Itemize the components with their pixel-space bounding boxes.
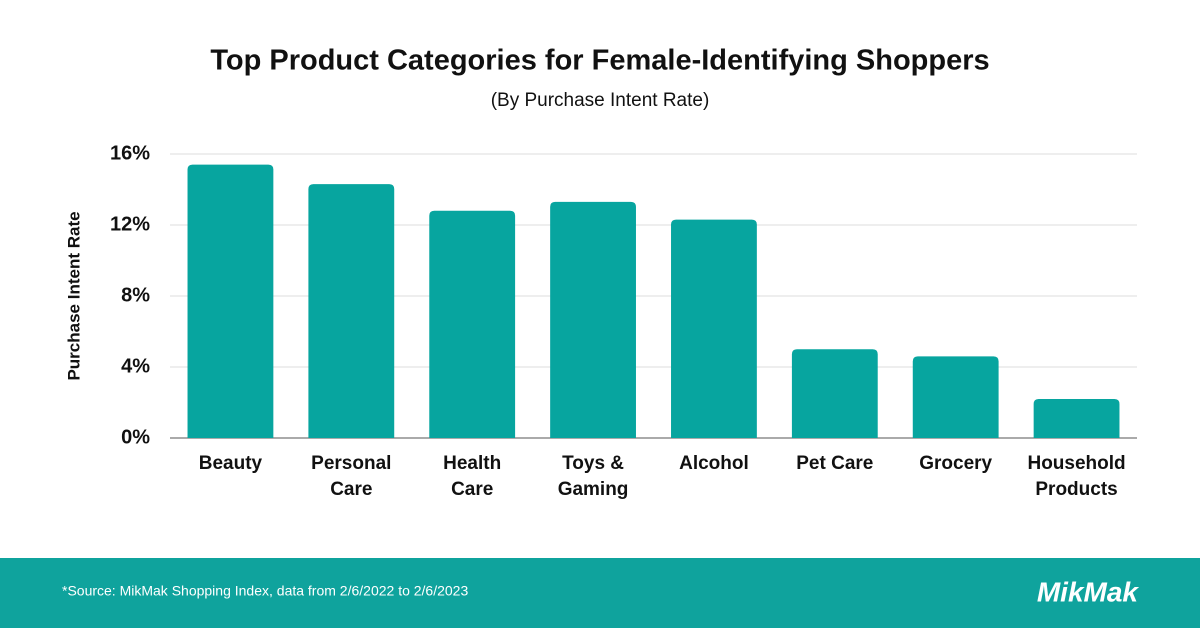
x-tick-label: Care <box>451 479 493 500</box>
x-tick-label: Alcohol <box>679 453 749 474</box>
bar <box>550 201 636 438</box>
x-tick-label: Grocery <box>919 453 992 474</box>
chart-title: Top Product Categories for Female-Identi… <box>210 45 989 77</box>
x-tick-label: Household <box>1027 453 1125 474</box>
y-tick-label: 12% <box>110 213 150 235</box>
y-axis-label: Purchase Intent Rate <box>64 211 83 380</box>
y-tick-label: 4% <box>121 355 150 377</box>
source-note: *Source: MikMak Shopping Index, data fro… <box>62 583 468 599</box>
bar <box>791 349 878 438</box>
bar <box>308 184 395 438</box>
y-tick-label: 0% <box>121 426 150 448</box>
bar <box>429 210 516 438</box>
x-tick-label: Beauty <box>199 453 263 474</box>
footer-band <box>0 558 1200 628</box>
logo: MikMak <box>1037 576 1140 607</box>
y-tick-label: 16% <box>110 142 150 164</box>
bar <box>1033 398 1120 438</box>
y-tick-label: 8% <box>121 284 150 306</box>
bar <box>187 164 274 438</box>
x-tick-label: Health <box>443 453 501 474</box>
x-tick-label: Personal <box>311 453 391 474</box>
x-tick-label: Toys & <box>562 453 624 474</box>
bar <box>671 219 757 438</box>
x-tick-label: Gaming <box>558 479 629 500</box>
bar <box>912 356 999 438</box>
x-tick-label: Pet Care <box>796 453 873 474</box>
x-tick-label: Care <box>330 479 372 500</box>
x-tick-label: Products <box>1035 479 1117 500</box>
chart-subtitle: (By Purchase Intent Rate) <box>491 90 710 111</box>
